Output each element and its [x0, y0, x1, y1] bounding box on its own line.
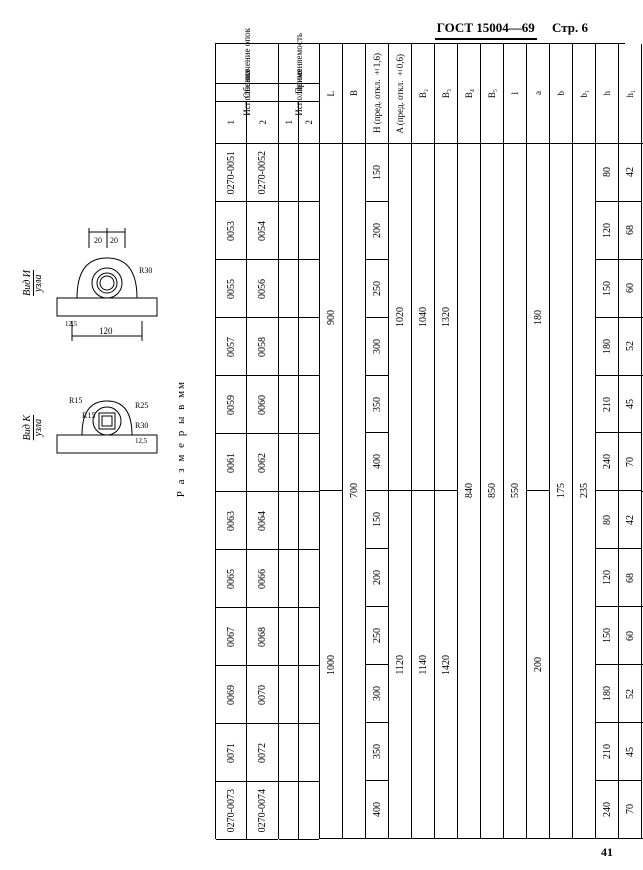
col-des: Обозначение опокИсполнения120270-0051027… — [215, 44, 279, 839]
col-B4: B₄840 — [458, 44, 481, 839]
col-A: A (пред. откл. ±0,6)10201120 — [389, 44, 412, 839]
col-app: ПрименяемостьИсполнения12 — [279, 44, 320, 839]
dim-r15a: R15 — [69, 396, 82, 405]
col-b1: b₁235 — [573, 44, 596, 839]
col-a: a180200 — [527, 44, 550, 839]
col-B3: B₃13201420 — [435, 44, 458, 839]
col-H: H (пред. откл. ±1,6)15020025030035040015… — [366, 44, 389, 839]
gost-number: ГОСТ 15004—69 — [435, 20, 537, 40]
dim-r15b: R15 — [82, 411, 95, 420]
col-L: L9001000 — [320, 44, 343, 839]
dim-125b: 12,5 — [135, 437, 148, 445]
page-label: Стр. 6 — [552, 20, 588, 35]
dim-125a: 12,5 — [65, 320, 78, 328]
dim-r30: R30 — [139, 266, 152, 275]
col-h1: h₁426860524570426860524570 — [619, 44, 642, 839]
col-h: h8012015018021024080120150180210240 — [596, 44, 619, 839]
page-number: 41 — [601, 845, 613, 860]
dim-20b: 20 — [110, 236, 118, 245]
table-caption: Р а з м е р ы в мм — [175, 380, 187, 497]
col-b: b175 — [550, 44, 573, 839]
dim-r30b: R30 — [135, 421, 148, 430]
page-header: ГОСТ 15004—69 Стр. 6 — [25, 20, 588, 43]
figure-k-label: Вид К узла — [22, 415, 44, 440]
figure-i: Вид И узла 120 20 20 R30 12,5 — [22, 223, 178, 343]
col-B5: B₅850 — [481, 44, 504, 839]
dim-r25: R25 — [135, 401, 148, 410]
figure-k: Вид К узла R15 R25 R30 12,5 R15 — [22, 373, 178, 483]
figure-i-svg: 120 20 20 R30 12,5 — [47, 223, 167, 343]
col-B2: B₂10401140 — [412, 44, 435, 839]
main-table: Обозначение опокИсполнения120270-0051027… — [215, 43, 625, 839]
col-B: B700 — [343, 44, 366, 839]
col-l: l550 — [504, 44, 527, 839]
figure-k-svg: R15 R25 R30 12,5 R15 — [47, 373, 167, 483]
figure-i-label: Вид И узла — [22, 270, 44, 296]
dim-20a: 20 — [94, 236, 102, 245]
dim-120: 120 — [99, 326, 113, 336]
figures-panel: Вид И узла 120 20 20 R30 12,5 — [25, 223, 175, 483]
